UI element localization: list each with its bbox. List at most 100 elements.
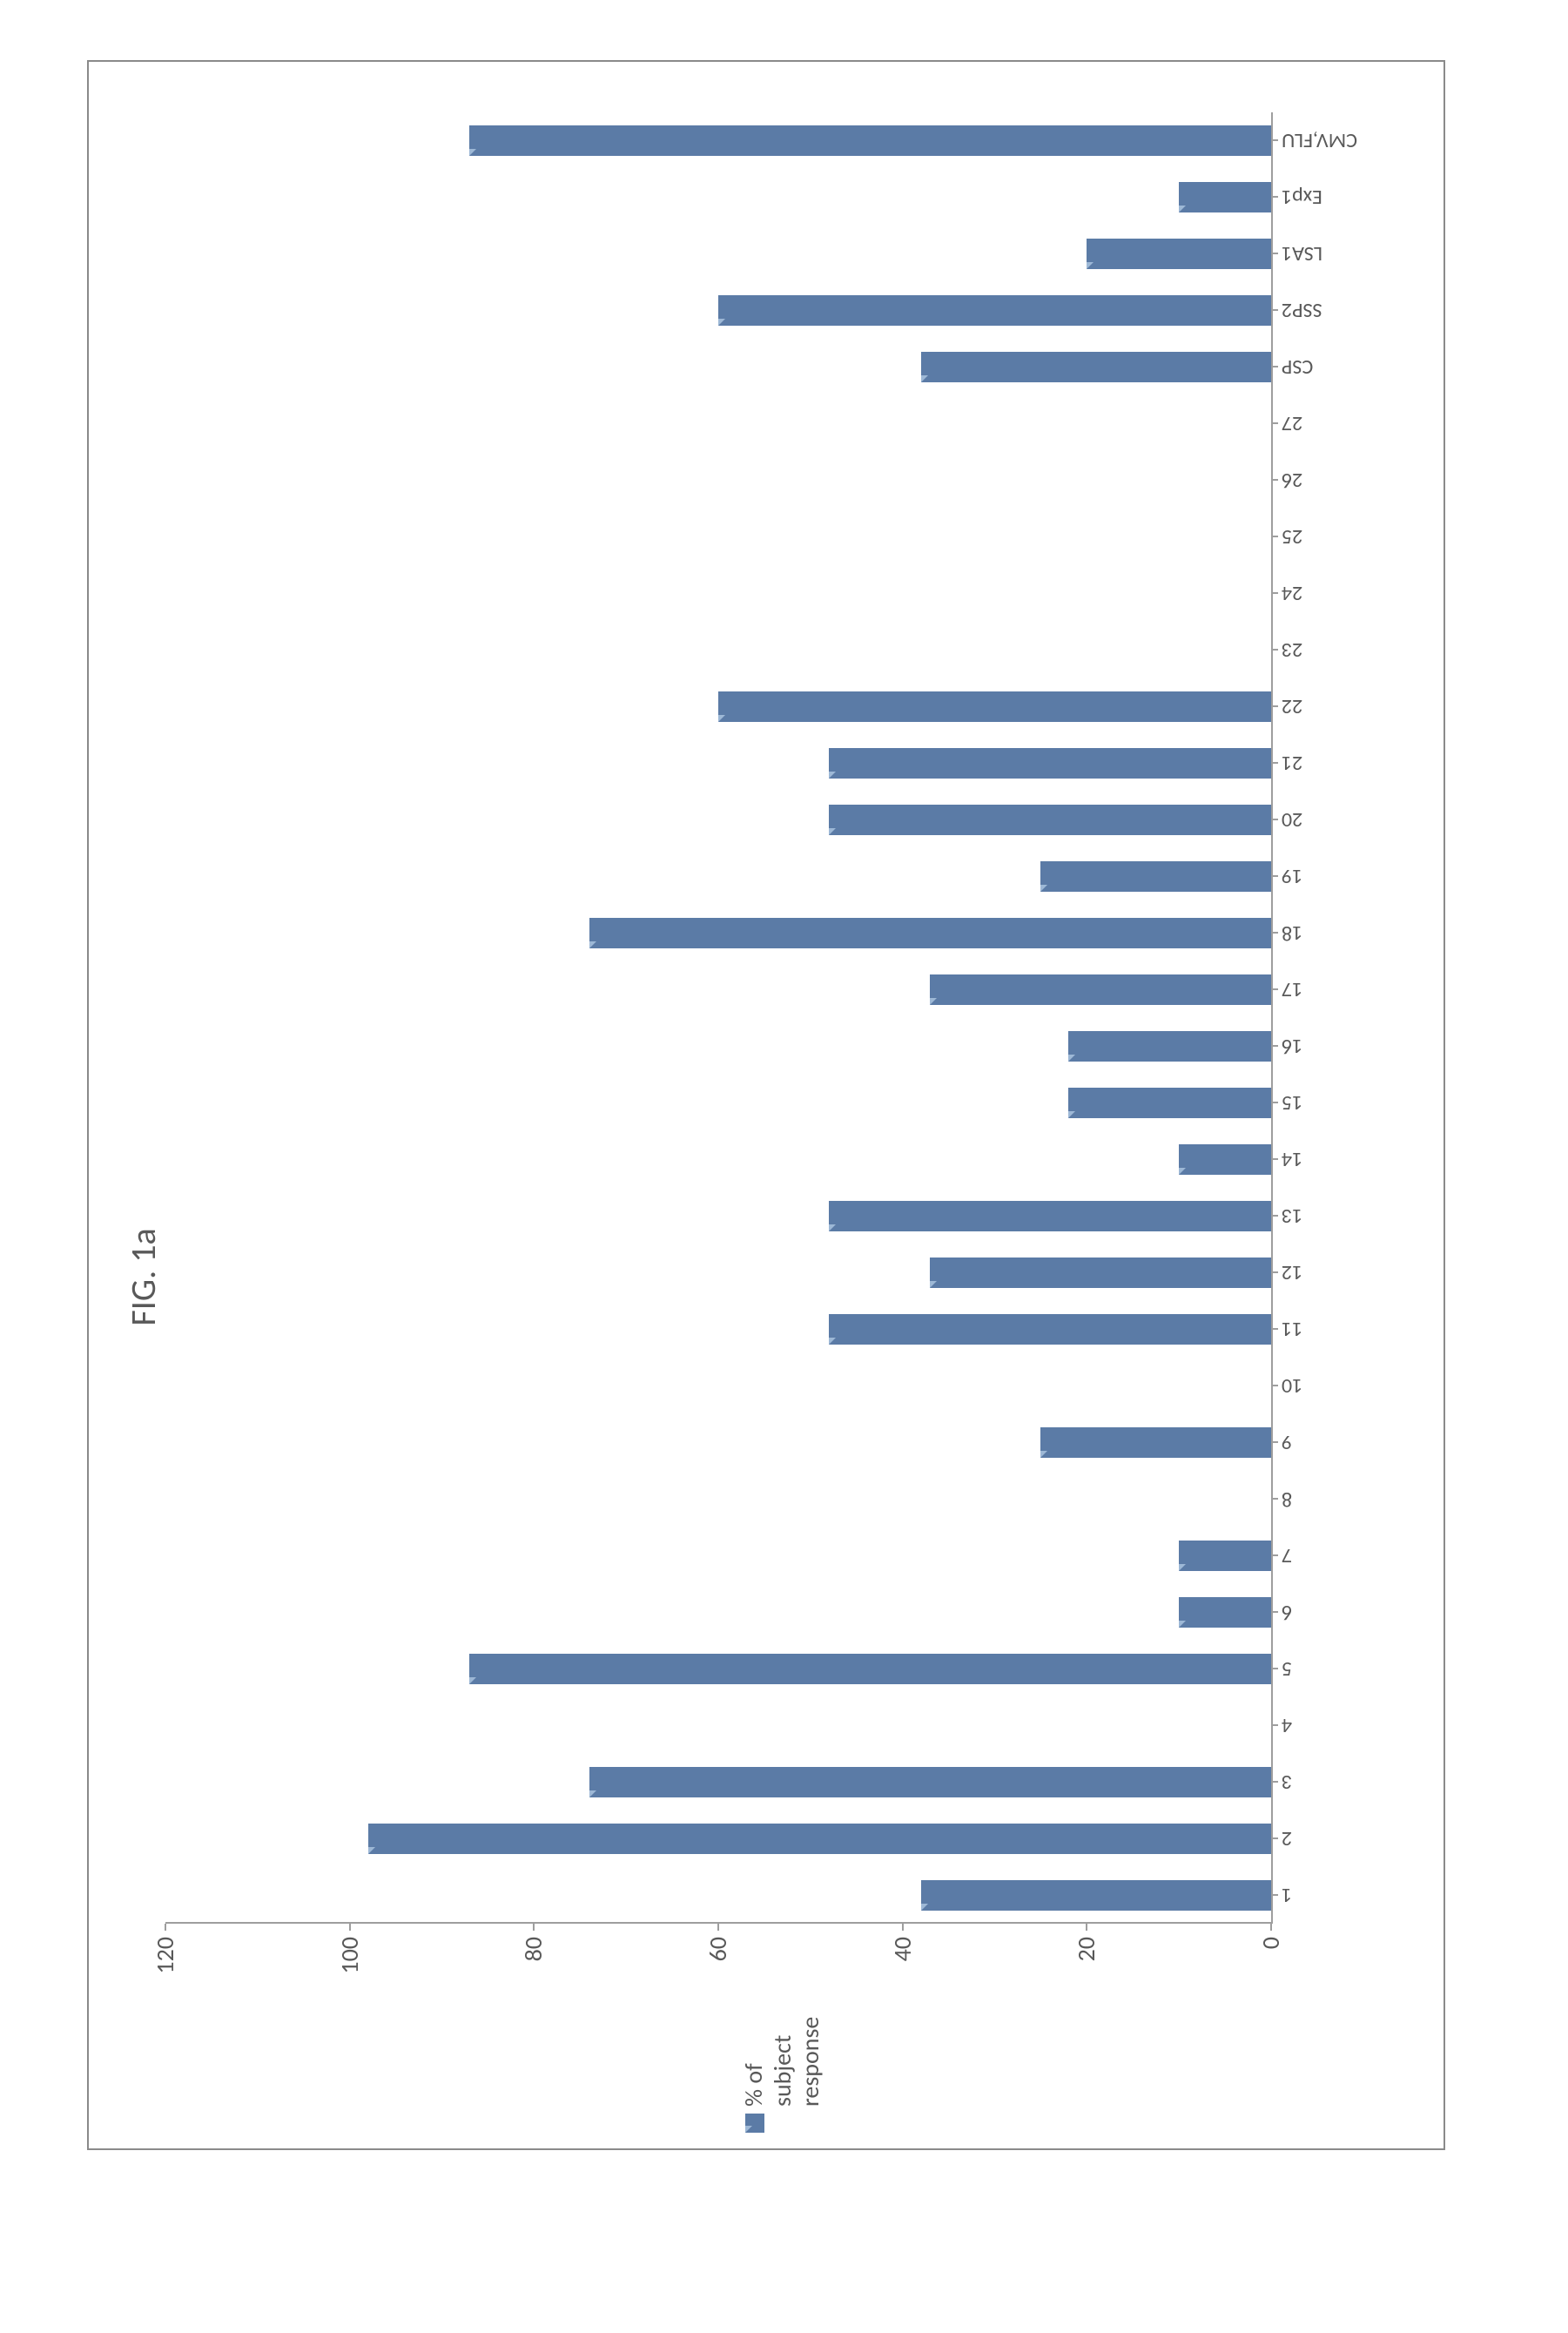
x-tick [1271, 933, 1278, 934]
legend-label-line: subject [769, 1959, 797, 2107]
bar [718, 295, 1271, 327]
legend-swatch-tip [745, 2126, 752, 2133]
y-tick [533, 1924, 535, 1931]
x-tick [1271, 1442, 1278, 1444]
x-tick-label: 25 [1282, 524, 1403, 550]
bar-tip-marker [1068, 1111, 1075, 1118]
y-tick-label: 100 [334, 1937, 365, 2002]
bar [368, 1824, 1271, 1855]
legend-label-line: % of [740, 1959, 768, 2107]
bar-tip-marker [1179, 1564, 1186, 1571]
bar-tip-marker [1179, 206, 1186, 212]
bar [1040, 1427, 1271, 1459]
x-tick [1271, 1612, 1278, 1614]
bar [589, 1767, 1271, 1798]
x-tick-label: 16 [1282, 1034, 1403, 1060]
legend-label: % ofsubjectresponse [740, 1959, 824, 2107]
bar [921, 1880, 1271, 1912]
x-tick [1271, 1555, 1278, 1557]
x-tick [1271, 367, 1278, 368]
x-tick-label: 11 [1282, 1317, 1403, 1343]
x-tick-label: 13 [1282, 1204, 1403, 1230]
y-tick-label: 60 [703, 1937, 733, 2002]
x-tick-label: 21 [1282, 751, 1403, 777]
x-tick [1271, 1838, 1278, 1840]
bar-tip-marker [589, 1790, 596, 1797]
legend-label-line: response [797, 1959, 824, 2107]
bar-tip-marker [1040, 885, 1047, 892]
x-tick [1271, 819, 1278, 821]
y-tick [165, 1924, 166, 1931]
bar-tip-marker [368, 1847, 375, 1854]
x-tick [1271, 1895, 1278, 1897]
x-tick [1271, 140, 1278, 142]
x-tick [1271, 1272, 1278, 1274]
bar-tip-marker [1087, 262, 1094, 269]
x-tick-label: 24 [1282, 581, 1403, 607]
x-tick [1271, 706, 1278, 708]
bar [1179, 182, 1271, 213]
x-tick-label: 7 [1282, 1543, 1403, 1569]
bar-tip-marker [930, 1281, 937, 1288]
x-tick [1271, 1216, 1278, 1217]
x-tick [1271, 536, 1278, 538]
bar [469, 1654, 1271, 1685]
x-tick-label: 9 [1282, 1430, 1403, 1456]
x-tick-label: CSP [1282, 354, 1403, 381]
bar-tip-marker [1179, 1168, 1186, 1175]
x-tick-label: 8 [1282, 1487, 1403, 1513]
x-tick-label: 26 [1282, 468, 1403, 494]
x-tick-label: 2 [1282, 1826, 1403, 1852]
x-tick [1271, 763, 1278, 765]
x-tick-label: 22 [1282, 694, 1403, 720]
bar-tip-marker [718, 319, 725, 326]
bar-tip-marker [829, 828, 836, 835]
bar [829, 1201, 1271, 1232]
bar [930, 1258, 1271, 1289]
x-tick [1271, 1669, 1278, 1670]
x-tick-label: 23 [1282, 637, 1403, 664]
x-tick-label: 1 [1282, 1883, 1403, 1909]
x-tick-label: 14 [1282, 1147, 1403, 1173]
bar [1068, 1088, 1271, 1119]
bar-tip-marker [829, 772, 836, 779]
x-tick-label: CMV,FLU [1282, 128, 1403, 154]
bar-tip-marker [930, 998, 937, 1005]
x-tick-label: 10 [1282, 1373, 1403, 1399]
x-tick [1271, 1046, 1278, 1048]
y-tick-label: 20 [1071, 1937, 1101, 2002]
x-tick [1271, 1102, 1278, 1104]
bar [829, 1314, 1271, 1345]
x-tick-label: 27 [1282, 411, 1403, 437]
bar [1087, 239, 1271, 270]
y-tick-label: 120 [150, 1937, 180, 2002]
y-tick [1086, 1924, 1087, 1931]
x-tick-label: 19 [1282, 864, 1403, 890]
x-tick [1271, 197, 1278, 199]
x-axis-line [1271, 112, 1273, 1924]
x-tick [1271, 593, 1278, 595]
y-tick-label: 40 [887, 1937, 918, 2002]
x-tick-label: 5 [1282, 1656, 1403, 1682]
x-tick-label: LSA1 [1282, 241, 1403, 267]
bar-tip-marker [1040, 1451, 1047, 1458]
x-tick [1271, 989, 1278, 991]
bar-tip-marker [1179, 1621, 1186, 1628]
x-tick [1271, 1386, 1278, 1387]
y-tick [717, 1924, 719, 1931]
bar [829, 748, 1271, 779]
x-tick-label: SSP2 [1282, 298, 1403, 324]
x-tick [1271, 1159, 1278, 1161]
bar [829, 805, 1271, 836]
x-tick [1271, 650, 1278, 651]
bar-tip-marker [469, 1677, 476, 1684]
y-tick-label: 0 [1255, 1937, 1286, 2002]
x-tick [1271, 1782, 1278, 1783]
figure-title: FIG. 1a [122, 1228, 165, 1325]
bar-tip-marker [589, 941, 596, 948]
bar-tip-marker [469, 149, 476, 156]
bar-tip-marker [718, 715, 725, 722]
x-tick [1271, 1329, 1278, 1331]
x-tick-label: 6 [1282, 1600, 1403, 1626]
x-tick-label: 17 [1282, 977, 1403, 1003]
